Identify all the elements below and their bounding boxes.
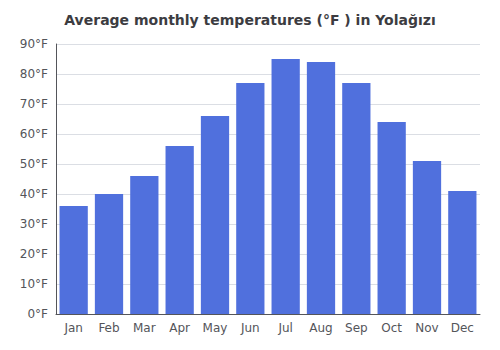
svg-text:Jun: Jun — [240, 321, 260, 335]
svg-text:0°F: 0°F — [27, 307, 48, 321]
svg-text:50°F: 50°F — [20, 157, 48, 171]
svg-text:Apr: Apr — [169, 321, 190, 335]
svg-text:10°F: 10°F — [20, 277, 48, 291]
svg-text:20°F: 20°F — [20, 247, 48, 261]
svg-text:Feb: Feb — [98, 321, 119, 335]
svg-text:Average monthly temperatures (: Average monthly temperatures (°F ) in Yo… — [64, 12, 435, 28]
svg-text:40°F: 40°F — [20, 187, 48, 201]
svg-text:Oct: Oct — [381, 321, 402, 335]
svg-text:Sep: Sep — [345, 321, 368, 335]
svg-text:60°F: 60°F — [20, 127, 48, 141]
svg-text:90°F: 90°F — [20, 37, 48, 51]
svg-text:70°F: 70°F — [20, 97, 48, 111]
svg-text:80°F: 80°F — [20, 67, 48, 81]
svg-text:Aug: Aug — [309, 321, 332, 335]
svg-text:Nov: Nov — [415, 321, 438, 335]
svg-text:30°F: 30°F — [20, 217, 48, 231]
svg-text:May: May — [203, 321, 228, 335]
svg-text:Jan: Jan — [63, 321, 83, 335]
svg-text:Jul: Jul — [277, 321, 292, 335]
svg-text:Dec: Dec — [451, 321, 474, 335]
svg-text:Mar: Mar — [133, 321, 156, 335]
